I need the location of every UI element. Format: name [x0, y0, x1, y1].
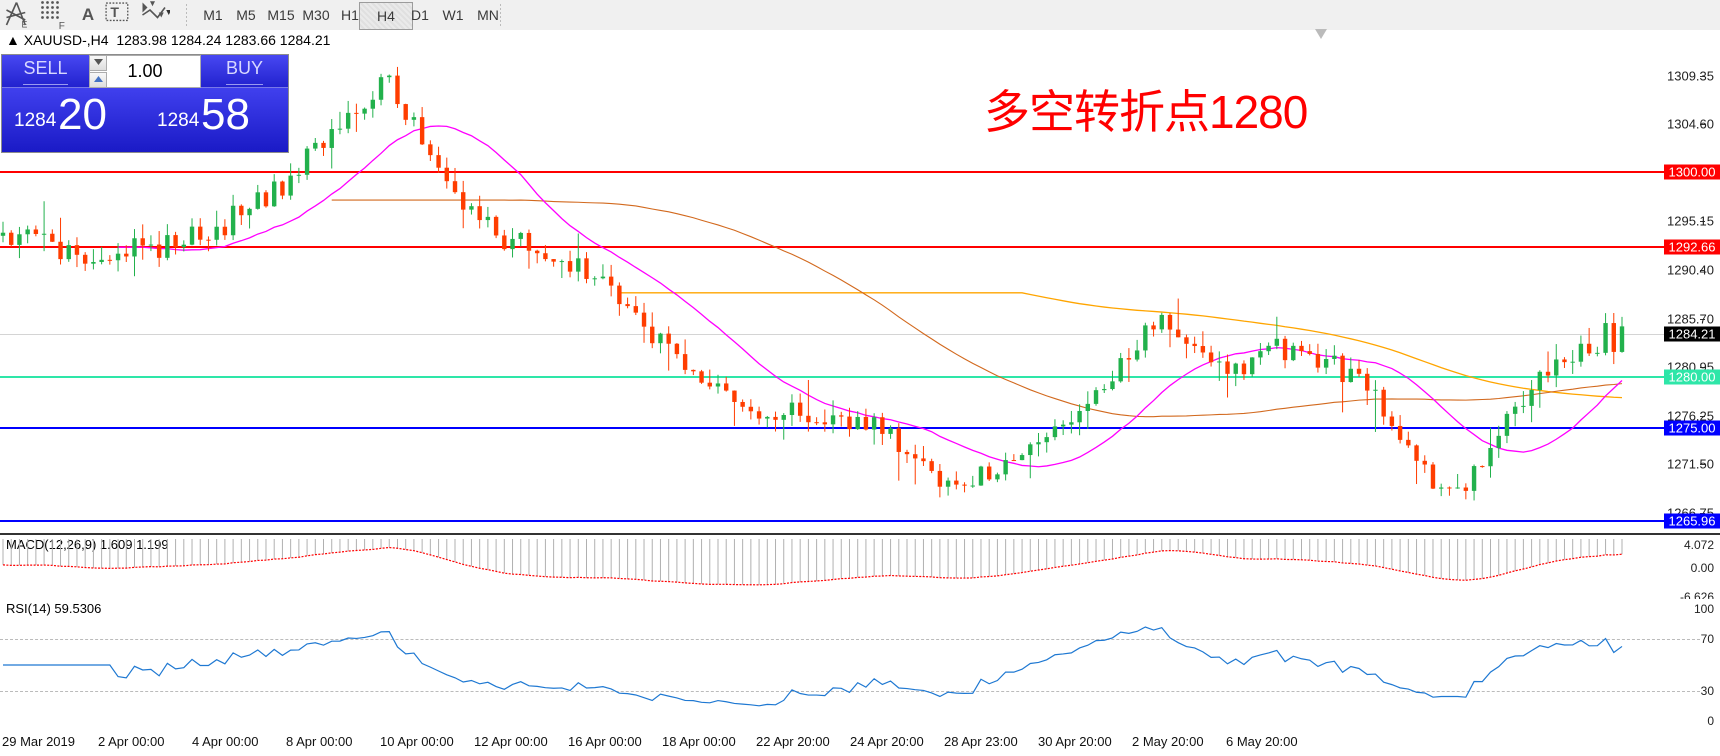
- svg-text:E: E: [22, 20, 28, 30]
- svg-text:F: F: [59, 21, 65, 30]
- svg-text:T: T: [110, 4, 119, 20]
